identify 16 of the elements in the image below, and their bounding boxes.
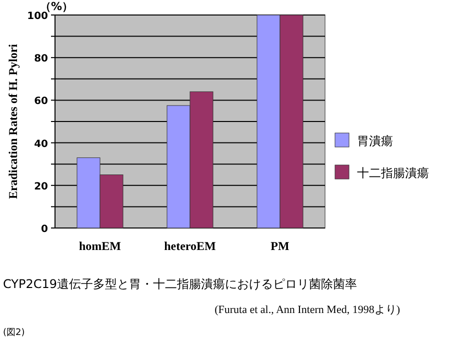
y-tick-label: 20 (34, 181, 48, 192)
legend-label: 胃潰瘍 (357, 134, 393, 148)
text: CYP2C19遺伝子多型と胃・十二指腸潰瘍におけるピロリ菌除菌率 (3, 277, 358, 291)
text: （%） (40, 0, 74, 13)
y-tick-label: 0 (41, 224, 48, 235)
y-tick-label: 100 (27, 11, 48, 22)
legend-label: 十二指腸潰瘍 (357, 166, 429, 180)
y-tick-label: 60 (34, 96, 48, 108)
text: (Furuta et al., Ann Intern Med, 1998より) (214, 304, 400, 316)
y-tick-label: 80 (34, 54, 48, 65)
text: (図2) (3, 328, 25, 338)
x-tick-label: PM (270, 239, 290, 253)
y-tick-label: 40 (34, 138, 48, 150)
x-tick-label: heteroEM (164, 239, 216, 253)
y-axis-title: Eradication Rates of H. Pylori (6, 43, 20, 199)
x-tick-label: homEM (79, 239, 121, 253)
